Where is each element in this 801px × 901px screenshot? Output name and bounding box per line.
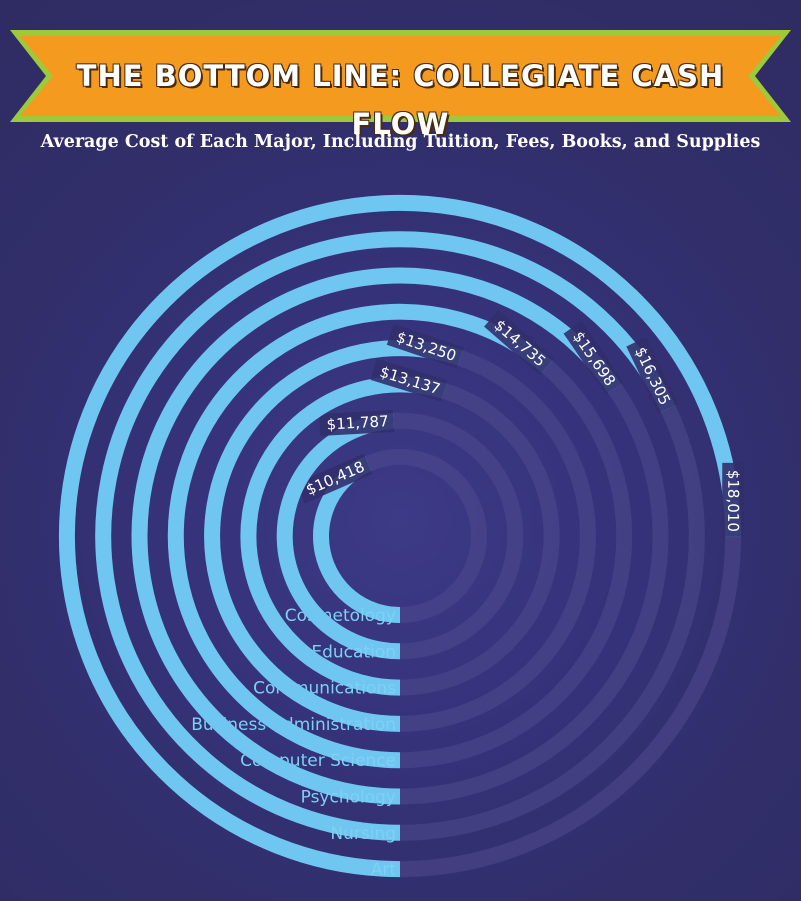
value-label-bg-education	[319, 409, 395, 436]
bar-arc-art	[58, 194, 742, 878]
value-label-group-education: $11,787	[319, 409, 395, 436]
title-banner	[10, 30, 791, 122]
value-label-art: $18,010	[724, 470, 742, 532]
bar-arc-business-administration	[204, 340, 463, 732]
chart-subtitle: Average Cost of Each Major, Including Tu…	[40, 132, 761, 152]
category-label-art: Art	[371, 860, 397, 880]
value-label-bg-nursing	[626, 337, 678, 414]
bar-arc-computer-science	[167, 303, 553, 769]
bar-arc-psychology	[131, 267, 622, 805]
value-label-bg-cosmetology	[296, 453, 373, 504]
bar-arc-communications	[240, 376, 447, 696]
value-label-business-administration: $13,250	[394, 328, 459, 365]
value-label-bg-art	[722, 462, 745, 537]
category-label-psychology: Psychology	[301, 788, 396, 808]
value-label-group-communications: $13,137	[370, 358, 448, 402]
value-label-education: $11,787	[326, 412, 389, 433]
value-label-group-business-administration: $13,250	[386, 323, 464, 369]
value-label-bg-business-administration	[386, 323, 464, 369]
category-label-education: Education	[311, 642, 396, 662]
value-label-bg-computer-science	[484, 309, 555, 376]
bar-arc-education	[276, 412, 401, 660]
value-label-bg-communications	[370, 358, 448, 402]
bar-arc-nursing	[95, 231, 676, 841]
chart-title: THE BOTTOM LINE: COLLEGIATE CASH FLOW	[76, 59, 725, 141]
category-label-nursing: Nursing	[330, 824, 396, 844]
value-label-bg-psychology	[563, 321, 624, 395]
value-label-group-art: $18,010	[722, 462, 745, 537]
